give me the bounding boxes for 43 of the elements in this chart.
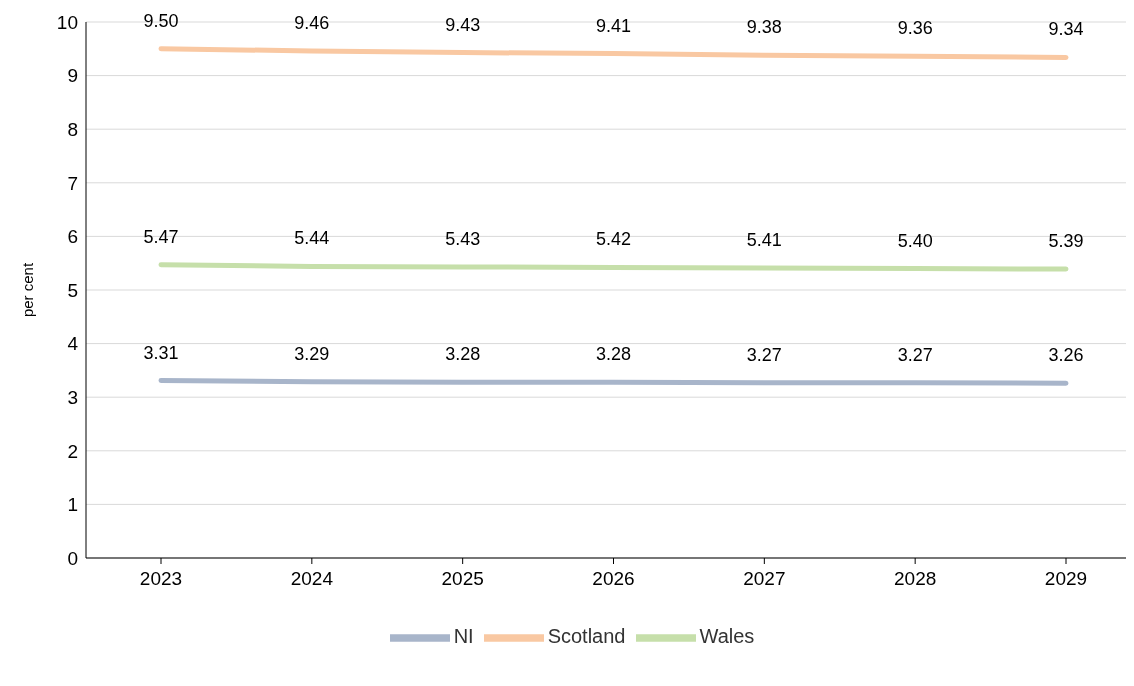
- y-tick-label: 10: [56, 11, 78, 33]
- data-label: 5.39: [1048, 231, 1084, 252]
- data-label: 5.40: [897, 230, 933, 251]
- y-tick-label: 3: [67, 386, 78, 408]
- data-label: 5.41: [746, 230, 782, 251]
- x-tick-label: 2024: [290, 568, 334, 590]
- y-tick-label: 7: [67, 172, 78, 194]
- x-tick-label: 2026: [592, 568, 635, 590]
- data-label: 3.27: [897, 344, 933, 365]
- data-label: 3.28: [595, 344, 632, 365]
- x-tick-label: 2028: [894, 568, 937, 590]
- data-label: 9.46: [294, 12, 330, 33]
- data-label: 9.43: [445, 14, 481, 35]
- data-label: 5.42: [595, 229, 632, 250]
- data-label: 5.47: [143, 226, 179, 247]
- data-label: 9.38: [746, 17, 782, 38]
- legend-label: Wales: [699, 625, 755, 648]
- y-tick-label: 8: [67, 118, 78, 140]
- data-label: 3.31: [143, 342, 179, 363]
- y-tick-label: 2: [67, 440, 78, 462]
- data-label: 5.43: [445, 228, 481, 249]
- y-tick-label: 4: [67, 333, 79, 355]
- y-tick-label: 1: [67, 494, 78, 516]
- legend-label: NI: [453, 625, 474, 648]
- data-label: 3.29: [294, 343, 330, 364]
- x-tick-label: 2029: [1044, 568, 1088, 590]
- data-label: 3.26: [1048, 345, 1084, 366]
- y-tick-label: 5: [67, 279, 78, 301]
- data-label: 5.44: [294, 228, 330, 249]
- y-tick-label: 0: [67, 547, 78, 569]
- data-label: 9.36: [897, 18, 933, 39]
- y-tick-label: 6: [67, 226, 78, 248]
- y-axis-title: per cent: [19, 262, 37, 318]
- data-label: 9.41: [595, 15, 632, 36]
- data-label: 9.34: [1048, 19, 1084, 40]
- data-label: 9.50: [143, 10, 179, 31]
- data-label: 3.27: [746, 344, 782, 365]
- x-tick-label: 2025: [441, 568, 484, 590]
- x-tick-label: 2023: [139, 568, 183, 590]
- data-label: 3.28: [445, 344, 481, 365]
- y-tick-label: 9: [67, 65, 78, 87]
- x-tick-label: 2027: [743, 568, 786, 590]
- legend-label: Scotland: [547, 625, 626, 648]
